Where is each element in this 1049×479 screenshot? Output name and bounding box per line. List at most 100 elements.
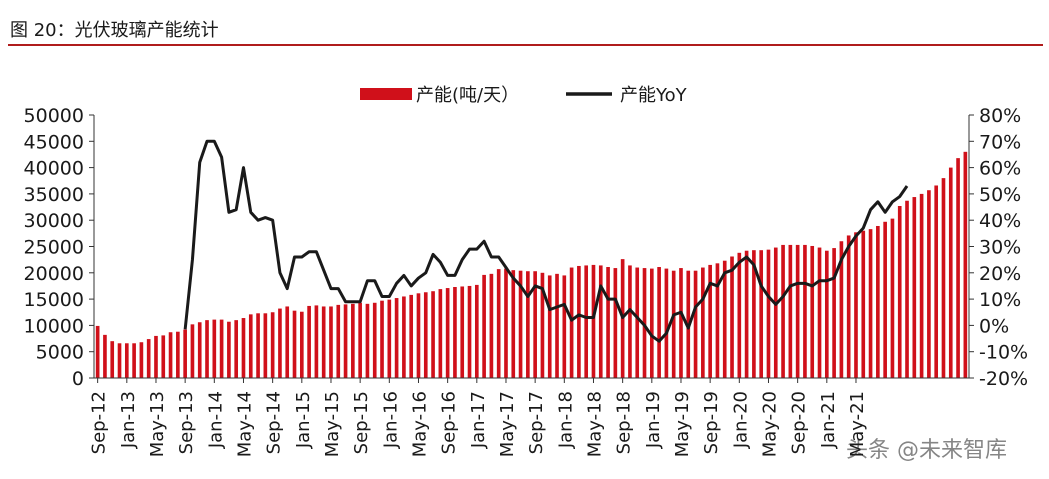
y-right-tick-label: 0% [979, 315, 1009, 337]
bar [708, 264, 712, 378]
y-left-tick-label: 30000 [24, 210, 84, 232]
bar [336, 304, 341, 378]
x-tick-label: Sep-17 [526, 391, 547, 454]
y-left-tick-label: 40000 [24, 158, 84, 180]
bar [766, 249, 771, 378]
bar [547, 275, 552, 378]
bar [562, 275, 567, 378]
bar [351, 303, 355, 378]
y-left-tick-label: 25000 [24, 237, 84, 259]
bar [489, 273, 494, 378]
bar [117, 343, 122, 378]
x-tick-label: Sep-12 [89, 391, 110, 454]
bar [832, 248, 836, 378]
bar [635, 267, 640, 378]
bar [919, 193, 924, 378]
x-tick-label: Sep-16 [439, 391, 460, 454]
bar [496, 269, 501, 378]
legend: 产能(吨/天） 产能YoY [360, 85, 688, 106]
bar [154, 335, 158, 378]
bar [467, 285, 472, 378]
legend-label-capacity: 产能(吨/天） [416, 85, 519, 106]
bar [299, 311, 304, 378]
y-right-tick-label: 70% [979, 131, 1021, 153]
bar [591, 264, 596, 378]
watermark: 头条 @未来智库 [846, 438, 1007, 463]
bar [569, 267, 574, 378]
x-tick-label: Jan-20 [730, 391, 751, 449]
bar [679, 268, 683, 378]
bar [664, 268, 669, 378]
x-tick-label: Jan-17 [468, 391, 489, 449]
bar [183, 329, 187, 378]
y-right-tick-label: 80% [979, 105, 1021, 127]
bar [759, 250, 764, 378]
bar [839, 241, 844, 378]
bar [431, 291, 435, 378]
bar [890, 218, 895, 378]
bar [934, 185, 939, 378]
bar [905, 200, 909, 378]
x-tick-label: Jan-13 [118, 391, 139, 449]
bar [321, 306, 326, 378]
bar [263, 313, 268, 378]
bar-series [95, 151, 968, 378]
bar [715, 263, 720, 378]
bar [132, 343, 136, 378]
x-tick-label: Jan-18 [555, 391, 576, 449]
x-tick-label: Sep-15 [351, 391, 372, 454]
bar [649, 268, 654, 378]
bar [744, 250, 749, 378]
y-left-tick-label: 20000 [24, 263, 84, 285]
bar [504, 268, 508, 378]
bar [394, 298, 399, 378]
bar [722, 260, 727, 378]
y-right-tick-label: -20% [979, 368, 1028, 390]
bar [628, 265, 632, 378]
bar [227, 321, 231, 378]
bar [854, 232, 858, 378]
y-right-tick-label: 40% [979, 210, 1021, 232]
yoy-line [183, 139, 909, 343]
bar [606, 267, 610, 378]
bar [219, 319, 224, 378]
x-tick-label: May-13 [147, 391, 168, 457]
bar [518, 270, 523, 378]
bar [161, 335, 166, 378]
y-left-tick-label: 10000 [24, 315, 84, 337]
bar [533, 271, 537, 378]
bar [307, 305, 311, 378]
bar [927, 190, 931, 378]
bar [803, 244, 807, 378]
y-right-tick-label: 20% [979, 263, 1021, 285]
bar [285, 306, 290, 378]
bar [197, 322, 202, 378]
bar [190, 324, 195, 378]
y-axis-right: -20% -10% 0% 10% 20% 30% 40% 50% 60% 70% 80% [968, 105, 1028, 390]
y-axis-left: 0 5000 10000 15000 20000 25000 30000 35000 40000… [24, 105, 95, 390]
bar [423, 292, 428, 378]
bar [540, 272, 545, 378]
y-left-tick-label: 50000 [24, 105, 84, 127]
bar [416, 293, 421, 378]
bar [963, 151, 968, 378]
bar [358, 302, 362, 378]
bar [176, 331, 180, 378]
bar [781, 244, 785, 378]
y-left-tick-label: 0 [72, 368, 84, 390]
bar [292, 310, 297, 378]
bar [824, 250, 829, 378]
bar [380, 300, 384, 378]
bar [402, 296, 406, 378]
bar [941, 178, 946, 378]
bar [314, 305, 319, 378]
bar [817, 247, 822, 378]
bar [584, 265, 589, 378]
x-tick-label: May-21 [847, 391, 868, 457]
line-series [183, 139, 909, 343]
bar [861, 230, 866, 378]
bar [212, 319, 217, 378]
bar [146, 339, 151, 378]
bar [773, 247, 778, 378]
